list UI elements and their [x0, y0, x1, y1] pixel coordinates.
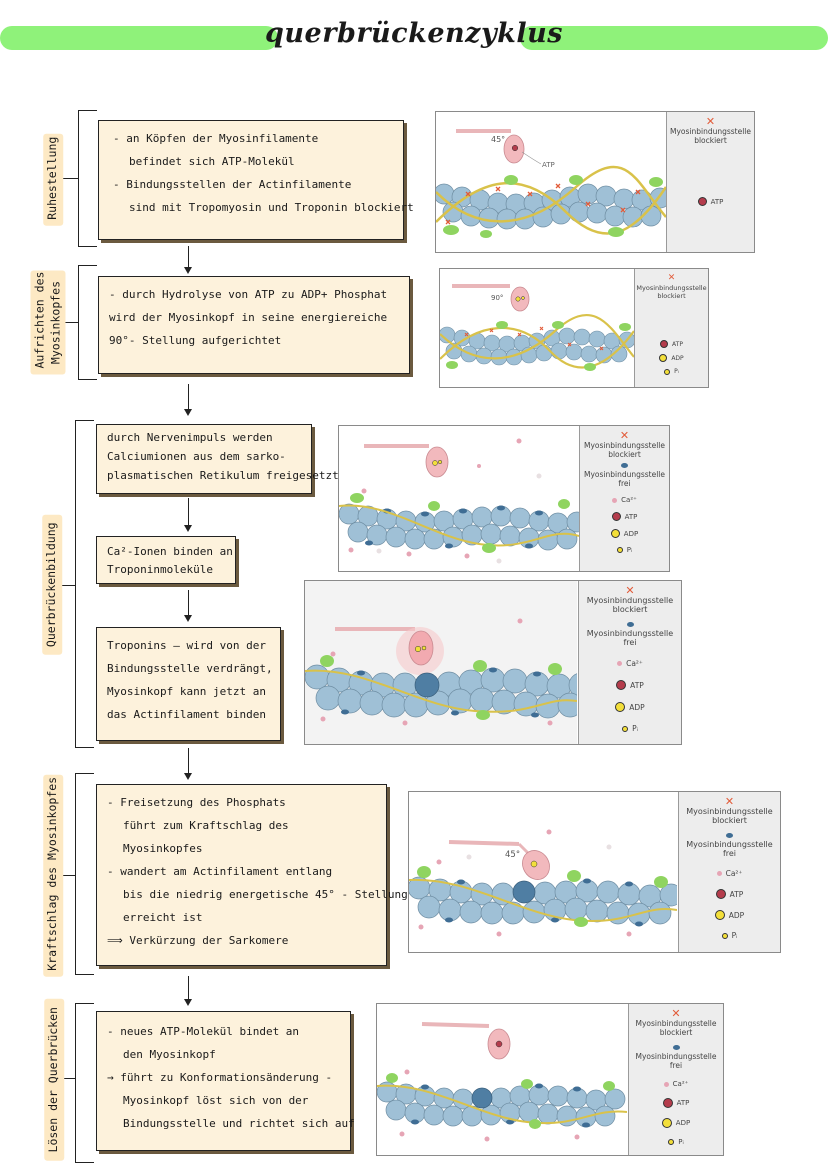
section-label-aufrichten: Aufrichten des Myosinkopfes	[30, 270, 66, 375]
page-title: querbrückenzyklus	[265, 18, 563, 49]
note-box-kraftschlag: - Freisetzung des Phosphats führt zum Kr…	[96, 784, 408, 966]
legend-item: Ca²⁺	[580, 496, 669, 504]
filament-scene	[305, 581, 577, 744]
blocked-x-icon: ✕	[619, 429, 630, 442]
legend-item: ATP	[679, 889, 780, 899]
legend-item: ATP	[629, 1098, 723, 1108]
note-box-loesen: - neues ATP-Molekül bindet an den Myosin…	[96, 1011, 355, 1151]
figure-ruhestellung: 45° ATP ✕ Myosinbindungsstelle blockiert…	[435, 111, 755, 253]
flow-arrow	[184, 246, 192, 274]
filament-scene	[339, 438, 579, 564]
legend-item: ADP	[635, 354, 708, 362]
figure-crossbridge-binding: ✕ Myosinbindungsstelle blockiert Myosinb…	[304, 580, 682, 745]
flow-arrow	[184, 384, 192, 416]
blocked-x-icon: ✕	[724, 795, 735, 808]
legend-panel: ✕ Myosinbindungsstelle blockiert Myosinb…	[678, 792, 780, 952]
legend-item: Pᵢ	[635, 368, 708, 375]
legend-panel: ✕ Myosinbindungsstelle blockiert ATP ADP…	[634, 269, 708, 387]
svg-text:45°: 45°	[491, 135, 505, 144]
section-bracket	[78, 110, 97, 247]
flow-arrow	[184, 748, 192, 780]
legend-item: Pᵢ	[579, 724, 681, 733]
legend-item: ADP	[579, 702, 681, 712]
blocked-x-icon: ✕	[671, 1007, 681, 1020]
legend-panel: ✕ Myosinbindungsstelle blockiert Myosinb…	[578, 581, 681, 744]
legend-item: Pᵢ	[679, 931, 780, 940]
section-label-querbrueckenbildung: Querbrückenbildung	[42, 514, 62, 655]
section-bracket	[75, 1003, 94, 1163]
legend-item: Ca²⁺	[629, 1080, 723, 1088]
section-bracket	[78, 265, 97, 380]
filament-scene: 45° ATP	[436, 129, 666, 238]
svg-text:90°: 90°	[491, 294, 503, 302]
legend-item: ADP	[580, 529, 669, 538]
legend-panel: ✕ Myosinbindungsstelle blockiert ATP	[666, 112, 754, 252]
flow-arrow	[184, 976, 192, 1006]
title-highlight-left	[0, 26, 278, 50]
free-site-icon	[626, 622, 634, 627]
svg-text:ATP: ATP	[542, 161, 555, 169]
legend-item: Ca²⁺	[579, 659, 681, 668]
note-box-bindungsstelle: Troponins — wird von der Bindungsstelle v…	[96, 627, 281, 741]
free-site-icon	[726, 833, 733, 838]
free-site-icon	[621, 463, 628, 468]
legend-item: ADP	[679, 910, 780, 920]
note-box-troponin-binding: Ca²-Ionen binden an Troponinmoleküle	[96, 536, 236, 584]
legend-panel: ✕ Myosinbindungsstelle blockiert Myosinb…	[579, 426, 669, 571]
note-box-ruhestellung: - an Köpfen der Myosinfilamente befindet…	[98, 120, 414, 240]
legend-item: ATP	[579, 680, 681, 690]
free-site-icon	[672, 1045, 680, 1050]
section-label-ruhestellung: Ruhestellung	[43, 133, 63, 226]
flow-arrow	[184, 498, 192, 532]
section-bracket	[75, 420, 94, 748]
figure-loesen: ✕ Myosinbindungsstelle blockiert Myosinb…	[376, 1003, 724, 1156]
section-label-kraftschlag: Kraftschlag des Myosinkopfes	[43, 774, 63, 977]
note-box-calcium: durch Nervenimpuls werden Calciumionen au…	[96, 424, 339, 494]
title-highlight-right	[520, 26, 828, 50]
section-bracket	[75, 773, 94, 975]
legend-item: ATP	[635, 340, 708, 348]
note-box-aufrichten: - durch Hydrolyse von ATP zu ADP+ Phosph…	[98, 276, 410, 374]
figure-aufrichten: 90° ✕ Myosinbindungsstelle blockiert ATP…	[439, 268, 709, 388]
legend-item: ATP	[580, 512, 669, 521]
legend-item: ATP	[667, 197, 754, 206]
blocked-x-icon: ✕	[625, 584, 635, 597]
blocked-x-icon: ✕	[667, 273, 676, 283]
filament-scene: 45°	[409, 829, 677, 937]
filament-scene: 90°	[440, 284, 634, 371]
filament-scene	[377, 1022, 627, 1142]
blocked-x-icon: ✕	[705, 115, 716, 128]
figure-calcium-release: ✕ Myosinbindungsstelle blockiert Myosinb…	[338, 425, 670, 572]
legend-panel: ✕ Myosinbindungsstelle blockiert Myosinb…	[628, 1004, 723, 1155]
figure-kraftschlag: 45° ✕ Myosinbindungsstelle blockiert Myo…	[408, 791, 781, 953]
legend-item: Pᵢ	[629, 1138, 723, 1146]
legend-item: ADP	[629, 1118, 723, 1128]
legend-item: Pᵢ	[580, 546, 669, 554]
section-label-loesen: Lösen der Querbrücken	[44, 998, 64, 1161]
legend-item: Ca²⁺	[679, 869, 780, 878]
flow-arrow	[184, 590, 192, 622]
svg-text:45°: 45°	[505, 850, 520, 860]
